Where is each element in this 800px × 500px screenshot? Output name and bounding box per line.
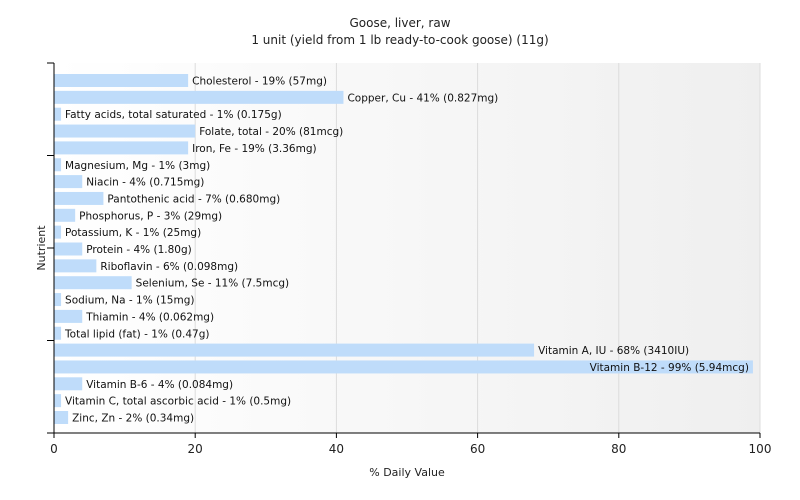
bar: [54, 141, 189, 155]
x-tick-label: 40: [329, 442, 344, 456]
bar: [54, 225, 62, 239]
bar: [54, 242, 83, 256]
x-axis-title: % Daily Value: [369, 466, 445, 479]
bar: [54, 309, 83, 323]
bar: [54, 74, 189, 87]
bar-label: Protein - 4% (1.80g): [86, 244, 192, 256]
y-axis-title: Nutrient: [35, 225, 48, 271]
bar-label: Total lipid (fat) - 1% (0.47g): [64, 328, 209, 340]
axes: 0 20 40 60 80 100: [47, 62, 772, 456]
chart-subtitle: 1 unit (yield from 1 lb ready-to-cook go…: [251, 33, 548, 47]
bar: [54, 208, 76, 222]
bar: [54, 191, 104, 205]
bar: [54, 343, 535, 357]
bar-label: Sodium, Na - 1% (15mg): [65, 295, 194, 307]
bar-label: Vitamin B-6 - 4% (0.084mg): [86, 379, 233, 391]
x-tick-label: 0: [50, 442, 58, 456]
bar: [54, 326, 62, 340]
x-tick-label: 60: [470, 442, 485, 456]
bar: [54, 411, 69, 424]
bar: [54, 377, 83, 391]
bar-label: Copper, Cu - 41% (0.827mg): [347, 92, 498, 104]
bar-label: Cholesterol - 19% (57mg): [192, 76, 327, 88]
bar: [54, 107, 62, 121]
bar-label: Pantothenic acid - 7% (0.680mg): [107, 193, 280, 205]
bar-label: Folate, total - 20% (81mcg): [199, 126, 343, 138]
bar: [54, 259, 97, 273]
bar: [54, 175, 83, 189]
bar-label: Magnesium, Mg - 1% (3mg): [65, 160, 210, 172]
bar-label: Potassium, K - 1% (25mg): [65, 227, 201, 239]
bar: [54, 394, 62, 408]
bar-label: Vitamin A, IU - 68% (3410IU): [538, 345, 689, 357]
bar-label: Niacin - 4% (0.715mg): [86, 177, 204, 189]
bar-label: Iron, Fe - 19% (3.36mg): [192, 143, 316, 155]
bar-label: Fatty acids, total saturated - 1% (0.175…: [65, 109, 282, 121]
bar: [54, 158, 62, 172]
x-tick-label: 80: [611, 442, 626, 456]
x-tick-label: 20: [188, 442, 203, 456]
bar: [54, 276, 132, 290]
bar: [54, 293, 62, 307]
bar-label: Phosphorus, P - 3% (29mg): [79, 210, 222, 222]
x-tick-label: 100: [749, 442, 772, 456]
bar-label: Selenium, Se - 11% (7.5mcg): [136, 278, 289, 290]
bars: Cholesterol - 19% (57mg) Copper, Cu - 41%…: [54, 74, 753, 425]
bar-label: Zinc, Zn - 2% (0.34mg): [72, 413, 194, 425]
bar-label: Vitamin B-12 - 99% (5.94mcg): [590, 362, 749, 374]
bar: [54, 90, 344, 104]
bar: [54, 124, 196, 138]
bar-label: Vitamin C, total ascorbic acid - 1% (0.5…: [65, 396, 291, 408]
bar: [54, 360, 753, 374]
bar-label: Thiamin - 4% (0.062mg): [85, 311, 214, 323]
bar-label: Riboflavin - 6% (0.098mg): [100, 261, 238, 273]
chart-title: Goose, liver, raw: [349, 16, 450, 30]
